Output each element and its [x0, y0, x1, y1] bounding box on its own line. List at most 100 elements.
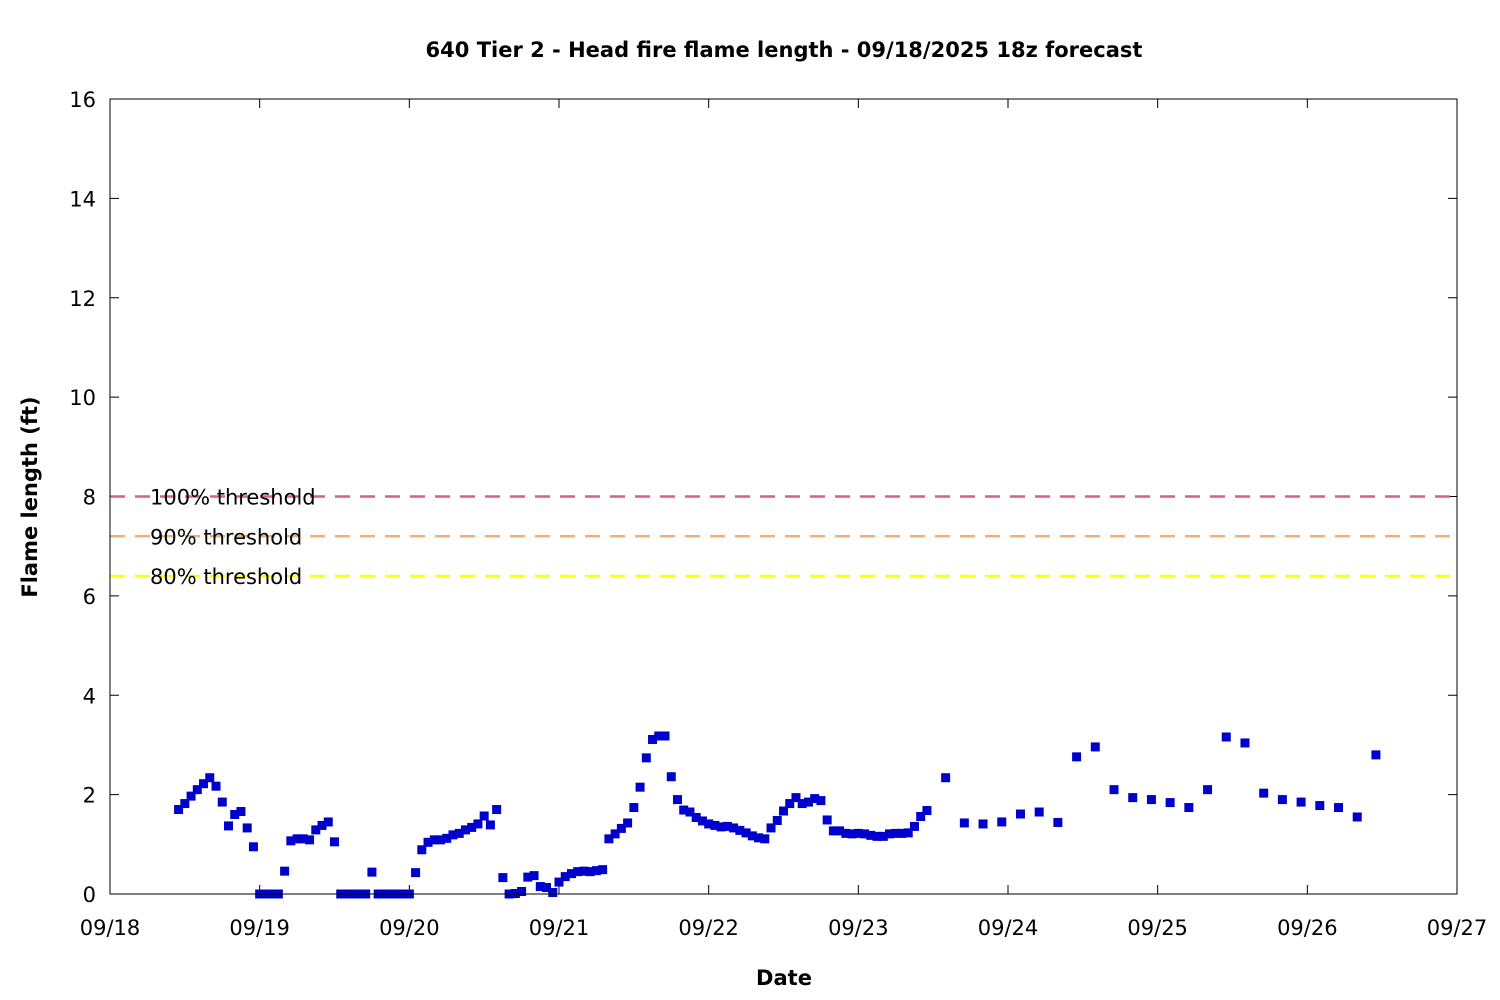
data-point	[903, 828, 913, 838]
x-axis-title: Date	[756, 966, 812, 990]
data-point	[729, 823, 739, 833]
data-point	[223, 821, 233, 831]
x-tick-label: 09/18	[80, 916, 141, 940]
data-point	[242, 823, 252, 833]
data-point	[1277, 795, 1287, 805]
data-point	[367, 867, 377, 877]
data-point	[230, 810, 240, 819]
data-point	[1090, 742, 1100, 752]
data-point	[199, 779, 209, 789]
data-point	[660, 731, 670, 741]
data-point	[492, 805, 502, 815]
data-point	[298, 834, 308, 844]
data-point	[523, 872, 533, 882]
data-point	[554, 877, 564, 887]
data-point	[710, 820, 720, 830]
threshold-label: 90% threshold	[150, 525, 302, 549]
data-point	[772, 815, 782, 825]
data-point	[841, 828, 851, 838]
data-point	[485, 820, 495, 830]
data-point	[610, 829, 620, 839]
data-point	[498, 873, 508, 883]
data-point	[716, 822, 726, 832]
data-point	[872, 831, 882, 841]
data-point	[897, 828, 907, 838]
data-point	[248, 842, 258, 852]
data-point	[741, 828, 751, 838]
y-tick-label: 12	[69, 287, 96, 311]
data-point	[648, 734, 658, 744]
data-point	[679, 805, 689, 815]
data-point	[1296, 797, 1306, 807]
data-point	[442, 833, 452, 843]
data-point	[1109, 785, 1119, 795]
x-tick-label: 09/22	[678, 916, 739, 940]
threshold-label: 80% threshold	[150, 565, 302, 589]
data-point	[286, 836, 296, 846]
data-point	[860, 829, 870, 839]
data-point	[1015, 809, 1025, 819]
data-point	[236, 807, 246, 817]
data-point	[174, 805, 184, 815]
data-point	[1240, 738, 1250, 748]
data-point	[548, 888, 558, 898]
x-tick-label: 09/20	[379, 916, 440, 940]
data-point	[866, 830, 876, 840]
data-point	[454, 828, 464, 838]
data-point	[885, 829, 895, 839]
data-point	[891, 828, 901, 838]
data-point	[467, 822, 477, 832]
x-tick-label: 09/26	[1277, 916, 1338, 940]
data-point	[828, 826, 838, 836]
plot-area: 0 2 4 6 8 10 12 14 16 09/18 09/19 09/20 09/21 09/22 09…	[69, 88, 1487, 940]
data-point	[666, 772, 676, 782]
data-point	[623, 818, 633, 828]
data-point	[847, 829, 857, 839]
y-tick-label: 10	[69, 386, 96, 410]
data-point	[822, 815, 832, 825]
data-point	[766, 823, 776, 833]
data-point	[816, 796, 826, 806]
data-point	[1053, 817, 1063, 827]
data-point	[311, 825, 321, 835]
threshold-label: 100% threshold	[150, 486, 316, 510]
data-point	[654, 731, 664, 741]
data-point	[560, 872, 570, 882]
data-point	[573, 867, 583, 877]
data-point	[1334, 803, 1344, 813]
data-point	[411, 868, 421, 878]
data-point	[616, 823, 626, 833]
data-point	[1184, 803, 1194, 813]
data-point	[417, 845, 427, 855]
y-tick-label: 2	[83, 784, 96, 808]
data-point	[1203, 785, 1213, 795]
data-point	[448, 830, 458, 840]
data-point	[211, 781, 221, 791]
data-point	[423, 837, 433, 847]
data-point	[535, 882, 545, 892]
data-point	[566, 869, 576, 879]
y-tick-label: 4	[83, 684, 96, 708]
data-point	[317, 820, 327, 830]
data-point	[878, 831, 888, 841]
data-point	[217, 797, 227, 807]
data-point	[672, 795, 682, 805]
data-point	[735, 825, 745, 835]
data-point	[591, 866, 601, 876]
plot-frame	[109, 98, 1458, 895]
data-point	[959, 818, 969, 828]
data-point	[192, 785, 202, 795]
data-point	[280, 866, 290, 876]
data-point	[473, 819, 483, 829]
data-point	[479, 811, 489, 821]
data-point	[785, 799, 795, 809]
data-point	[747, 831, 757, 841]
data-point	[323, 817, 333, 827]
data-point	[585, 867, 595, 877]
data-point	[691, 812, 701, 822]
data-point	[1352, 812, 1362, 822]
data-point	[941, 773, 951, 783]
y-tick-label: 16	[69, 88, 96, 112]
data-point	[909, 821, 919, 831]
